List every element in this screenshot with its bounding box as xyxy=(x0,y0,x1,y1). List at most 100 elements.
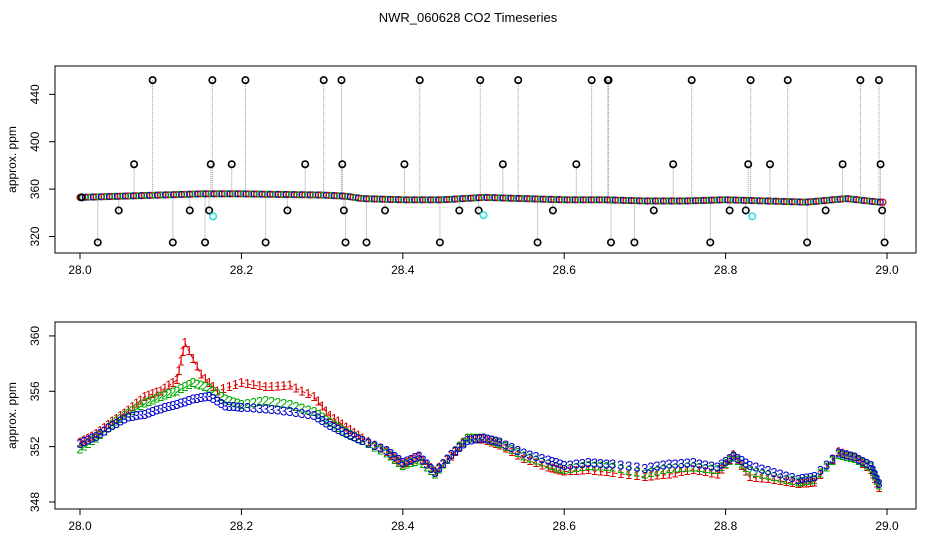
baseline-point xyxy=(598,196,606,204)
baseline-point xyxy=(319,191,328,199)
series-2-point: 2 xyxy=(230,394,237,409)
y-tick-label: 356 xyxy=(28,381,42,401)
series-2-point: 2 xyxy=(197,378,204,393)
series-2-point: 2 xyxy=(97,427,104,442)
baseline-point xyxy=(785,198,793,206)
baseline-point xyxy=(164,191,172,199)
baseline-point xyxy=(807,198,815,206)
baseline-point xyxy=(576,196,585,204)
flagged-point xyxy=(93,238,102,247)
baseline-point xyxy=(737,196,745,204)
baseline-point xyxy=(199,190,207,198)
series-1-point: 1 xyxy=(435,460,442,475)
baseline-point xyxy=(592,196,601,204)
baseline-point xyxy=(753,197,761,205)
baseline-point xyxy=(129,192,138,200)
baseline-point xyxy=(796,198,804,206)
x-tick-label: 28.8 xyxy=(714,519,738,533)
series-1-point: 1 xyxy=(585,462,592,477)
series-2-point: 2 xyxy=(133,401,140,416)
baseline-point xyxy=(550,195,558,204)
series-1-point: 1 xyxy=(603,464,610,479)
baseline-point xyxy=(633,197,641,205)
series-3-point: 3 xyxy=(746,458,753,473)
series-2-point: 2 xyxy=(823,459,830,474)
baseline-point xyxy=(692,197,700,205)
x-tick-label: 28.8 xyxy=(714,263,738,277)
series-2-point: 2 xyxy=(157,389,164,404)
series-2-point: 2 xyxy=(508,442,515,457)
series-1-point: 1 xyxy=(468,431,475,446)
series-2-point: 2 xyxy=(758,466,765,481)
baseline-point xyxy=(761,197,769,205)
series-2-point: 2 xyxy=(76,441,83,456)
baseline-point xyxy=(804,198,812,206)
series-2-point: 2 xyxy=(343,425,350,440)
series-1-point: 1 xyxy=(109,414,116,429)
series-1-point: 1 xyxy=(633,468,640,483)
series-3-point: 3 xyxy=(314,411,321,426)
series-1-point: 1 xyxy=(339,416,346,431)
baseline-point xyxy=(477,193,486,202)
baseline-point xyxy=(603,196,611,204)
baseline-point xyxy=(154,191,162,199)
series-2-point: 2 xyxy=(137,398,144,413)
series-3-point: 3 xyxy=(452,443,459,458)
cyan-point xyxy=(748,212,757,221)
baseline-point xyxy=(397,196,405,204)
series-3-point: 3 xyxy=(101,423,108,438)
series-3-point: 3 xyxy=(538,451,545,466)
series-3-point: 3 xyxy=(262,401,269,416)
series-2-point: 2 xyxy=(456,439,463,454)
series-1-point: 1 xyxy=(411,451,418,466)
baseline-point xyxy=(702,196,710,204)
series-2-point: 2 xyxy=(206,381,213,396)
series-2-point: 2 xyxy=(359,433,366,448)
series-3-point: 3 xyxy=(764,463,771,478)
series-1-point: 1 xyxy=(440,456,447,471)
flagged-point xyxy=(607,238,616,247)
baseline-point xyxy=(772,197,780,205)
series-1-point: 1 xyxy=(113,411,120,426)
baseline-point xyxy=(606,196,614,204)
series-2-point: 2 xyxy=(472,430,479,445)
series-3-point: 3 xyxy=(359,433,366,448)
series-2-point: 2 xyxy=(84,436,91,451)
baseline-point xyxy=(378,195,387,203)
baseline-point xyxy=(512,194,520,202)
baseline-point xyxy=(483,193,491,202)
baseline-point xyxy=(863,197,871,205)
series-1-point: 1 xyxy=(625,467,632,482)
baseline-point xyxy=(277,190,285,199)
series-3-point: 3 xyxy=(672,456,679,471)
baseline-point xyxy=(269,190,277,198)
series-1-point: 1 xyxy=(206,375,213,390)
series-3-point: 3 xyxy=(218,396,225,411)
series-2-point: 2 xyxy=(867,459,874,474)
series-2-point: 2 xyxy=(496,436,503,451)
baseline-point xyxy=(218,190,226,198)
baseline-point xyxy=(836,195,844,203)
baseline-point xyxy=(552,195,561,204)
series-1-point: 1 xyxy=(105,417,112,432)
flagged-point xyxy=(514,76,523,85)
series-1-point: 1 xyxy=(175,363,182,378)
series-1-point: 1 xyxy=(399,457,406,472)
series-1-point: 1 xyxy=(722,457,729,472)
x-tick-label: 28.2 xyxy=(230,263,254,277)
baseline-point xyxy=(416,196,424,204)
flagged-point xyxy=(725,206,734,215)
baseline-point xyxy=(568,196,577,204)
series-3-point: 3 xyxy=(201,390,208,405)
series-1-point: 1 xyxy=(84,430,91,445)
flagged-point xyxy=(604,76,613,85)
baseline-point xyxy=(504,194,512,202)
series-3-point: 3 xyxy=(532,449,539,464)
series-2-point: 2 xyxy=(567,461,574,476)
flagged-point xyxy=(227,160,236,169)
baseline-point xyxy=(791,198,799,206)
baseline-point xyxy=(295,191,304,199)
baseline-point xyxy=(659,197,668,205)
series-1-point: 1 xyxy=(544,459,551,474)
baseline-point xyxy=(501,194,510,202)
